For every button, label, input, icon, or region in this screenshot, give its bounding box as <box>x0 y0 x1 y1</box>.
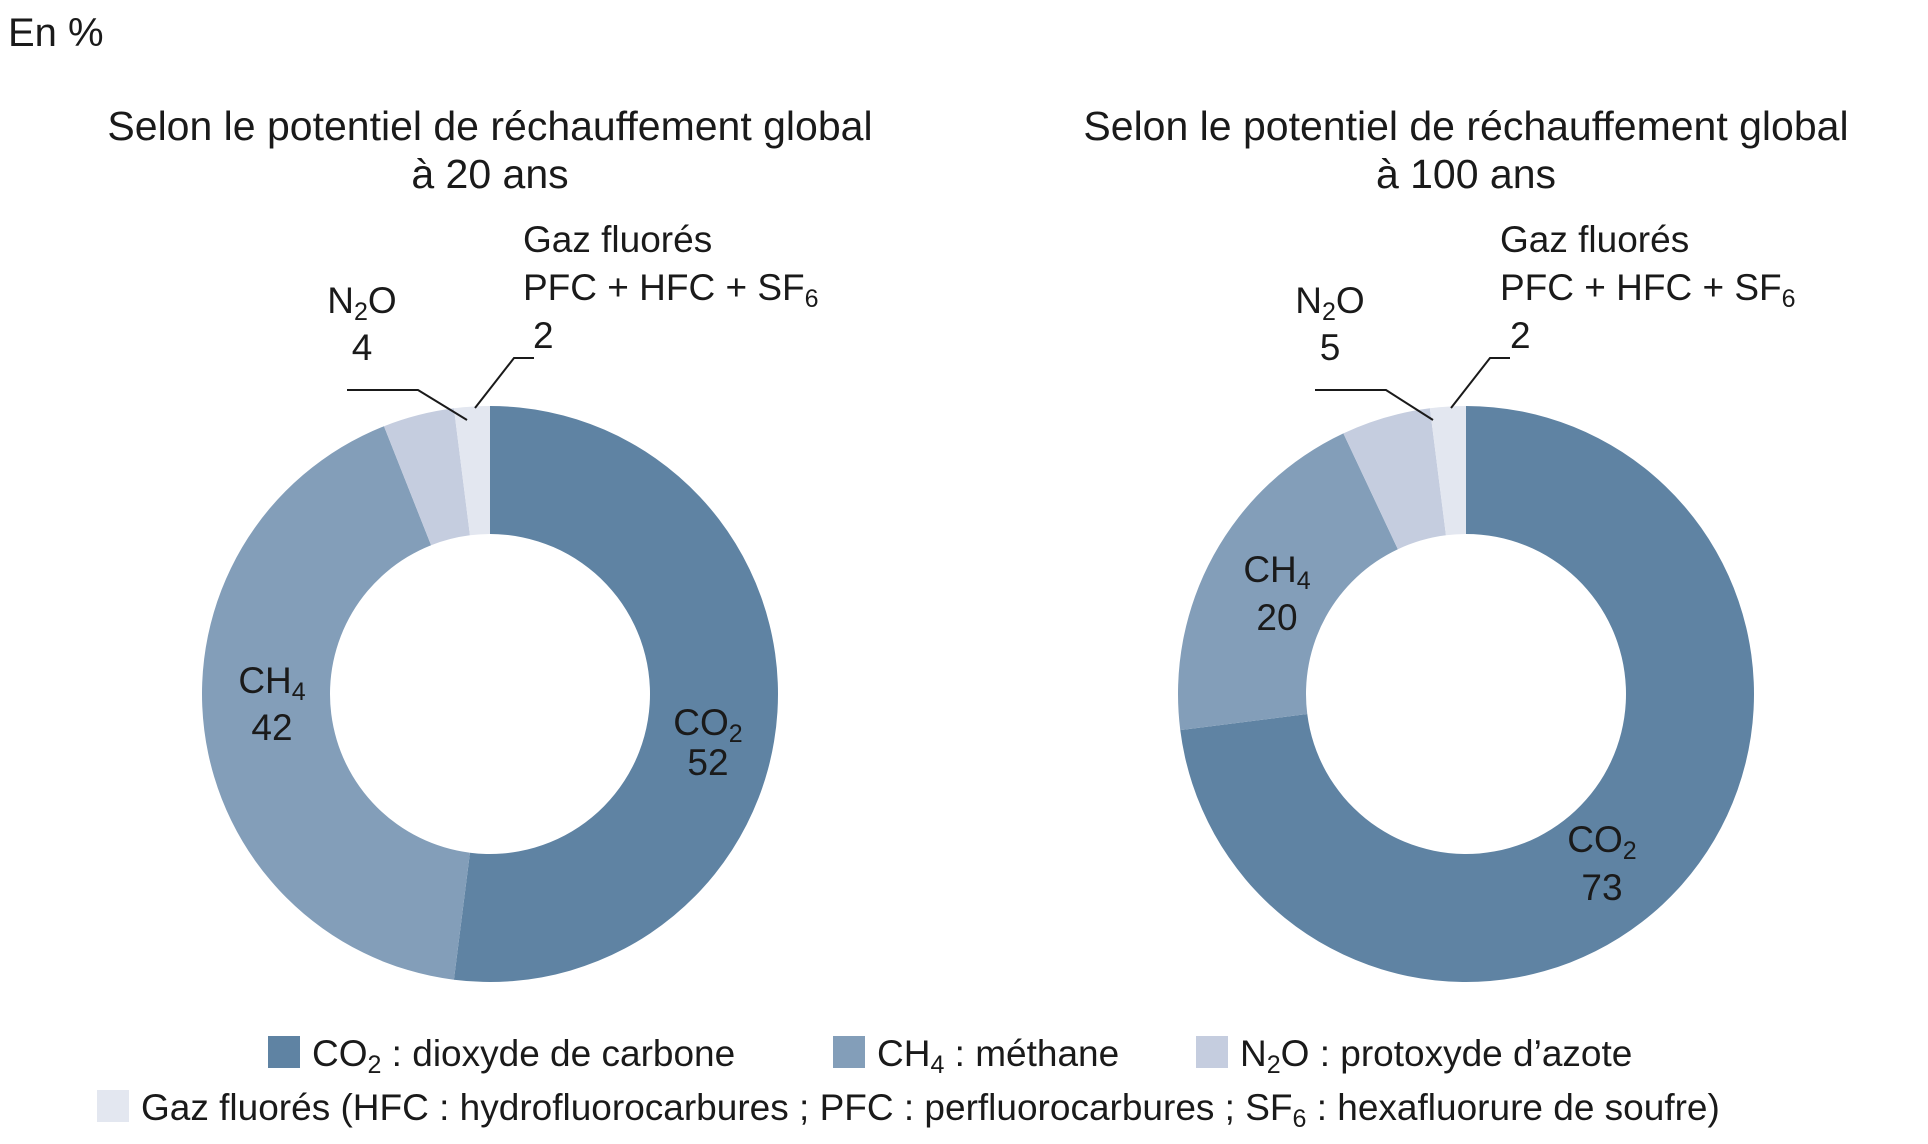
slice-label-ch4: CH4 <box>238 660 305 706</box>
legend-label: Gaz fluorés (HFC : hydrofluorocarbures ;… <box>141 1087 1720 1133</box>
label-base: CH <box>1243 549 1296 590</box>
donut-charts: Selon le potentiel de réchauffement glob… <box>107 103 1849 982</box>
label-base: N <box>1240 1033 1267 1074</box>
slice-label-n2o: N2O <box>1295 280 1364 326</box>
text-part: O <box>368 280 397 321</box>
legend-swatch-gaz <box>97 1090 129 1122</box>
chart-subtitle: à 20 ans <box>411 151 568 197</box>
slice-label-gaz: Gaz fluorés <box>523 219 712 260</box>
subscript: 2 <box>1623 837 1637 865</box>
legend-item-gaz: Gaz fluorés (HFC : hydrofluorocarbures ;… <box>97 1087 1720 1133</box>
label-base: CO <box>673 702 729 743</box>
slice-n2o <box>383 408 470 546</box>
label-base: PFC + HFC + SF <box>523 267 805 308</box>
slice-gaz <box>453 406 490 536</box>
subscript: 6 <box>1782 285 1796 313</box>
leader-line-n2o <box>1315 389 1434 421</box>
label-base: N <box>327 280 354 321</box>
subscript: 2 <box>1267 1051 1281 1079</box>
legend-item-n2o: N2O : protoxyde d’azote <box>1196 1033 1632 1079</box>
label-base: CH <box>877 1033 930 1074</box>
donut-chart-100-ans: Selon le potentiel de réchauffement glob… <box>1083 103 1849 982</box>
chart-title: Selon le potentiel de réchauffement glob… <box>107 103 872 149</box>
slice-value-gaz: 2 <box>533 315 554 356</box>
leader-line-gaz <box>1450 357 1510 409</box>
subscript: 2 <box>1322 298 1336 326</box>
subscript: 2 <box>354 298 368 326</box>
legend-swatch-ch4 <box>833 1036 865 1068</box>
slice-label-gaz-detail: PFC + HFC + SF6 <box>1500 267 1796 313</box>
text-part: : hexafluorure de soufre) <box>1306 1087 1719 1128</box>
slice-n2o <box>1343 408 1446 550</box>
subscript: 6 <box>1293 1105 1307 1133</box>
legend-swatch-n2o <box>1196 1036 1228 1068</box>
chart-subtitle: à 100 ans <box>1376 151 1556 197</box>
text-part: : dioxyde de carbone <box>381 1033 735 1074</box>
subscript: 2 <box>729 720 743 748</box>
legend-label: CO2 : dioxyde de carbone <box>312 1033 735 1079</box>
legend: CO2 : dioxyde de carbone CH4 : méthane N2O… <box>97 1033 1720 1133</box>
subscript: 6 <box>805 285 819 313</box>
label-base: PFC + HFC + SF <box>1500 267 1782 308</box>
legend-item-ch4: CH4 : méthane <box>833 1033 1119 1079</box>
unit-label: En % <box>8 11 104 55</box>
label-base: CH <box>238 660 291 701</box>
subscript: 4 <box>930 1051 944 1079</box>
slice-co2 <box>453 406 778 982</box>
slice-ch4 <box>1178 433 1398 731</box>
donut-chart-20-ans: Selon le potentiel de réchauffement glob… <box>107 103 873 982</box>
leader-line-gaz <box>474 357 534 409</box>
leader-line-n2o <box>347 389 468 421</box>
slice-value-co2: 52 <box>687 742 728 783</box>
chart-title: Selon le potentiel de réchauffement glob… <box>1083 103 1848 149</box>
legend-label: CH4 : méthane <box>877 1033 1119 1079</box>
label-base: CO <box>312 1033 368 1074</box>
slice-value-ch4: 20 <box>1256 597 1297 638</box>
slice-label-gaz: Gaz fluorés <box>1500 219 1689 260</box>
label-base: N <box>1295 280 1322 321</box>
text-part: O : protoxyde d’azote <box>1281 1033 1633 1074</box>
slice-value-co2: 73 <box>1581 867 1622 908</box>
subscript: 2 <box>368 1051 382 1079</box>
subscript: 4 <box>1297 567 1311 595</box>
slice-label-co2: CO2 <box>1567 819 1636 865</box>
slice-label-co2: CO2 <box>673 702 742 748</box>
slice-value-ch4: 42 <box>251 707 292 748</box>
subscript: 4 <box>292 678 306 706</box>
slice-co2 <box>1180 406 1754 982</box>
legend-label: N2O : protoxyde d’azote <box>1240 1033 1632 1079</box>
legend-swatch-co2 <box>268 1036 300 1068</box>
text-part: : méthane <box>944 1033 1119 1074</box>
slice-label-ch4: CH4 <box>1243 549 1310 595</box>
slice-gaz <box>1429 406 1466 536</box>
label-base: Gaz fluorés (HFC : hydrofluorocarbures ;… <box>141 1087 1293 1128</box>
slice-value-n2o: 4 <box>352 327 373 368</box>
label-base: CO <box>1567 819 1623 860</box>
slice-label-gaz-detail: PFC + HFC + SF6 <box>523 267 819 313</box>
slice-ch4 <box>202 426 470 980</box>
slice-value-n2o: 5 <box>1320 327 1341 368</box>
text-part: O <box>1336 280 1365 321</box>
slice-label-n2o: N2O <box>327 280 396 326</box>
slice-value-gaz: 2 <box>1510 315 1531 356</box>
legend-item-co2: CO2 : dioxyde de carbone <box>268 1033 735 1079</box>
